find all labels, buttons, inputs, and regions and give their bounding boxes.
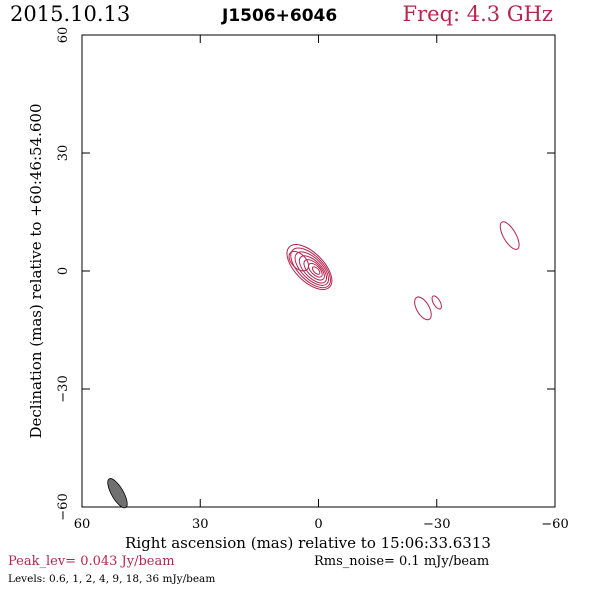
plot-frame	[81, 34, 556, 508]
x-tick-labels: 60 30 0 −30 −60	[74, 517, 569, 532]
axis-ticks	[81, 34, 556, 508]
y-tick-label: −60	[56, 493, 71, 520]
x-tick-label: −30	[423, 517, 450, 532]
y-tick-label: −30	[56, 375, 71, 402]
component-contour	[431, 295, 442, 310]
rms-noise: Rms_noise= 0.1 mJy/beam	[314, 554, 490, 569]
core-contour	[286, 244, 333, 290]
core-contour	[290, 247, 331, 289]
y-tick-label: 0	[56, 267, 71, 275]
core-contour	[303, 259, 325, 281]
component-contour	[414, 296, 432, 321]
observation-date: 2015.10.13	[10, 2, 131, 26]
y-tick-label: 30	[56, 145, 71, 162]
core-contour	[311, 266, 321, 275]
core-contour	[298, 255, 328, 284]
core-contour	[294, 251, 330, 286]
x-tick-label: 0	[314, 517, 322, 532]
y-tick-label: 60	[56, 27, 71, 44]
core-extension-contour	[288, 250, 310, 272]
source-name: J1506+6046	[222, 6, 338, 26]
x-tick-label: −60	[541, 517, 568, 532]
y-tick-labels: 60 30 0 −30 −60	[56, 27, 71, 521]
contour-levels: Levels: 0.6, 1, 2, 4, 9, 18, 36 mJy/beam	[8, 573, 216, 585]
frequency-label: Freq: 4.3 GHz	[402, 2, 553, 26]
contour-marks	[107, 221, 520, 509]
x-axis-label: Right ascension (mas) relative to 15:06:…	[125, 534, 491, 552]
x-tick-label: 60	[74, 517, 91, 532]
restoring-beam	[107, 478, 128, 509]
component-contour	[499, 221, 520, 250]
core-contour	[307, 262, 323, 278]
peak-level: Peak_lev= 0.043 Jy/beam	[8, 554, 175, 569]
x-tick-label: 30	[192, 517, 209, 532]
y-axis-label: Declination (mas) relative to +60:46:54.…	[27, 103, 45, 438]
